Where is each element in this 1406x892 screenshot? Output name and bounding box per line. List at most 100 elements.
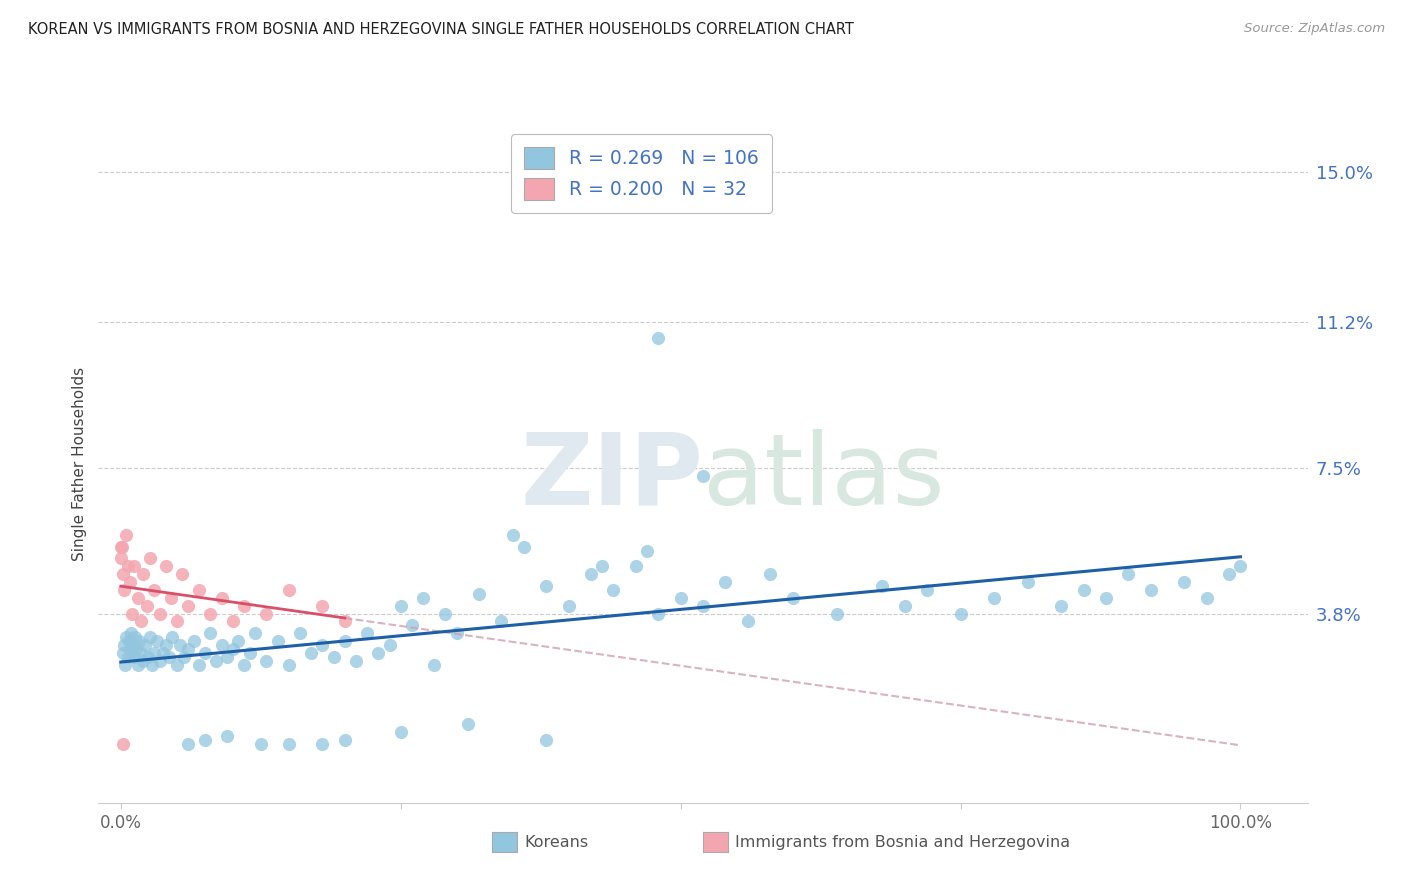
Point <box>110 540 132 554</box>
Point <box>333 634 356 648</box>
Point <box>122 559 145 574</box>
Point <box>446 626 468 640</box>
Point <box>254 607 277 621</box>
Text: KOREAN VS IMMIGRANTS FROM BOSNIA AND HERZEGOVINA SINGLE FATHER HOUSEHOLDS CORREL: KOREAN VS IMMIGRANTS FROM BOSNIA AND HER… <box>28 22 853 37</box>
Point <box>502 528 524 542</box>
Point <box>536 579 558 593</box>
Point <box>143 646 166 660</box>
Point <box>222 615 245 629</box>
Text: Source: ZipAtlas.com: Source: ZipAtlas.com <box>1244 22 1385 36</box>
Point <box>211 591 233 605</box>
Point <box>782 591 804 605</box>
Point <box>200 607 222 621</box>
Point <box>188 657 211 672</box>
Point <box>134 638 156 652</box>
Point <box>243 626 266 640</box>
Point <box>579 567 602 582</box>
Point <box>118 642 141 657</box>
Point <box>177 737 200 751</box>
Point <box>127 591 149 605</box>
Point <box>112 646 135 660</box>
Point <box>194 646 217 660</box>
Point <box>254 654 277 668</box>
Point <box>129 615 152 629</box>
Text: atlas: atlas <box>703 429 945 526</box>
Text: Koreans: Koreans <box>524 835 589 849</box>
Point <box>1173 575 1195 590</box>
Point <box>194 732 217 747</box>
Point <box>249 737 271 751</box>
Point <box>266 634 288 648</box>
Point <box>177 642 200 657</box>
Point <box>118 575 141 590</box>
Point <box>135 599 157 613</box>
Point <box>111 540 134 554</box>
Point <box>333 732 356 747</box>
Point <box>367 646 389 660</box>
Point <box>434 607 457 621</box>
Point <box>491 615 513 629</box>
Point <box>714 575 737 590</box>
Point <box>557 599 579 613</box>
Point <box>120 626 142 640</box>
Point <box>1118 567 1140 582</box>
Point <box>356 626 378 640</box>
Point <box>155 638 177 652</box>
Point <box>117 650 139 665</box>
Point <box>536 732 558 747</box>
Point <box>647 607 669 621</box>
Point <box>870 579 893 593</box>
Point <box>200 626 222 640</box>
Point <box>311 599 333 613</box>
Point <box>121 607 143 621</box>
Point <box>468 587 491 601</box>
Point <box>1050 599 1073 613</box>
Point <box>239 646 262 660</box>
Point <box>344 654 367 668</box>
Point <box>139 551 162 566</box>
Point <box>169 638 191 652</box>
Point <box>149 607 172 621</box>
Point <box>129 646 152 660</box>
Point <box>211 638 233 652</box>
Point <box>412 591 434 605</box>
Point <box>288 626 311 640</box>
Point <box>311 737 333 751</box>
Point <box>125 642 148 657</box>
Point <box>177 599 200 613</box>
Point <box>183 634 205 648</box>
Point <box>423 657 446 672</box>
Point <box>915 582 938 597</box>
Text: Immigrants from Bosnia and Herzegovina: Immigrants from Bosnia and Herzegovina <box>735 835 1070 849</box>
Point <box>624 559 647 574</box>
Point <box>277 582 299 597</box>
Point <box>228 634 250 648</box>
Point <box>333 615 356 629</box>
Point <box>389 599 412 613</box>
Point <box>277 737 299 751</box>
Point <box>118 634 141 648</box>
Point <box>139 630 162 644</box>
Point <box>157 650 180 665</box>
Point <box>160 591 183 605</box>
Point <box>602 582 624 597</box>
Point <box>114 657 136 672</box>
Point <box>827 607 849 621</box>
Point <box>277 657 299 672</box>
Point <box>1229 559 1251 574</box>
Point <box>143 582 166 597</box>
Point <box>222 642 245 657</box>
Point <box>127 657 149 672</box>
Point <box>1195 591 1218 605</box>
Point <box>1218 567 1240 582</box>
Point <box>166 615 188 629</box>
Point <box>132 654 155 668</box>
Point <box>122 638 145 652</box>
Point <box>110 551 132 566</box>
Point <box>152 646 174 660</box>
Point <box>401 618 423 632</box>
Point <box>378 638 401 652</box>
Point <box>132 567 155 582</box>
Point <box>141 657 163 672</box>
Point <box>115 528 138 542</box>
